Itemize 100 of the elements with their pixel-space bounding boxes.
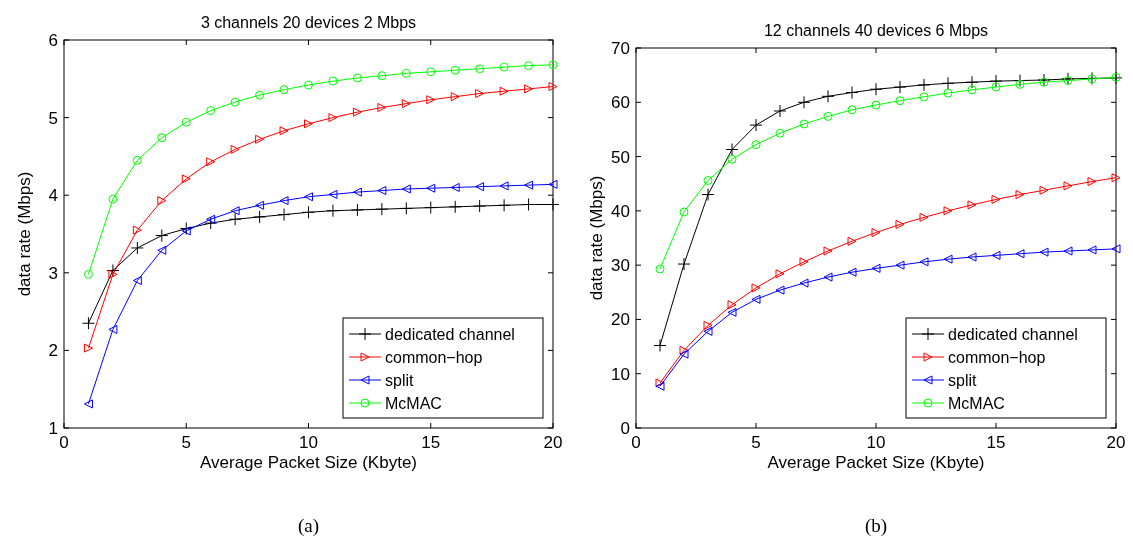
point: [677, 257, 691, 271]
point: [475, 64, 485, 74]
point: [751, 283, 761, 293]
point: [895, 219, 905, 229]
point: [991, 250, 1001, 260]
point: [991, 194, 1001, 204]
text: (a): [297, 515, 320, 537]
point: [279, 85, 289, 95]
point: [401, 99, 411, 109]
point: [206, 157, 216, 167]
point: [1063, 76, 1073, 86]
point: [1111, 244, 1121, 254]
point: [775, 128, 785, 138]
point: [328, 76, 338, 86]
y-axis-title: data rate (Mbps): [15, 171, 34, 297]
point: [181, 117, 191, 127]
point: [821, 89, 835, 103]
y-tick-label: 3: [48, 263, 58, 283]
y-tick-label: 70: [611, 39, 630, 58]
point: [965, 75, 979, 89]
x-axis-title: Average Packet Size (Kbyte): [767, 453, 985, 472]
legend-label: split: [385, 372, 415, 389]
point: [450, 65, 460, 75]
point: [206, 214, 216, 224]
point: [703, 320, 713, 330]
point: [475, 89, 485, 99]
point: [869, 82, 883, 96]
text: (b): [864, 515, 888, 537]
point: [350, 203, 364, 217]
point: [548, 179, 558, 189]
point: [132, 276, 142, 286]
y-tick-label: 5: [48, 108, 58, 128]
y-tick-label: 30: [611, 256, 630, 276]
point: [81, 316, 95, 330]
point: [473, 199, 487, 213]
point: [255, 134, 265, 144]
point: [253, 210, 267, 224]
y-tick-label: 10: [611, 364, 630, 384]
point: [230, 144, 240, 154]
point: [797, 95, 811, 109]
point: [1039, 77, 1049, 87]
point: [847, 267, 857, 277]
point: [426, 67, 436, 77]
point: [799, 278, 809, 288]
point: [399, 201, 413, 215]
point: [967, 85, 977, 95]
point: [401, 184, 411, 194]
point: [106, 263, 120, 277]
point: [548, 82, 558, 92]
y-tick-label: 60: [611, 93, 630, 113]
point: [679, 207, 689, 217]
point: [749, 118, 763, 132]
legend-label: McMAC: [948, 395, 1005, 412]
point: [377, 186, 387, 196]
point: [1037, 73, 1051, 87]
point: [895, 260, 905, 270]
point: [157, 245, 167, 255]
x-tick-label: 5: [181, 433, 191, 452]
point: [919, 257, 929, 267]
x-tick-label: 15: [986, 433, 1006, 452]
point: [181, 226, 191, 236]
point: [130, 241, 144, 255]
point: [206, 106, 216, 116]
point: [230, 206, 240, 216]
chart-title: 3 channels 20 devices 2 Mbps: [200, 14, 417, 31]
point: [157, 196, 167, 206]
point: [304, 192, 313, 202]
point: [83, 269, 93, 279]
point: [352, 73, 362, 83]
point: [847, 236, 857, 246]
point: [799, 257, 809, 267]
point: [377, 71, 387, 81]
y-tick-label: 40: [611, 201, 630, 221]
point: [895, 96, 905, 106]
point: [497, 198, 511, 212]
point: [304, 119, 313, 129]
point: [255, 200, 265, 210]
point: [377, 103, 387, 113]
legend-label: dedicated channel: [948, 326, 1078, 343]
point: [871, 228, 881, 238]
point: [727, 300, 737, 310]
point: [751, 294, 761, 304]
point: [475, 182, 485, 192]
y-tick-label: 0: [620, 419, 630, 438]
point: [108, 269, 118, 279]
point: [155, 229, 169, 243]
point: [375, 202, 389, 216]
point: [524, 84, 534, 94]
point: [1039, 247, 1049, 257]
point: [426, 183, 436, 193]
point: [279, 196, 289, 206]
point: [727, 154, 737, 164]
point: [132, 155, 142, 165]
point: [450, 182, 460, 192]
point: [179, 222, 193, 236]
x-axis-title: Average Packet Size (Kbyte): [199, 453, 418, 472]
point: [943, 88, 953, 98]
point: [919, 92, 929, 102]
point: [204, 216, 218, 230]
chart-title: 12 channels 40 devices 6 Mbps: [763, 22, 989, 39]
